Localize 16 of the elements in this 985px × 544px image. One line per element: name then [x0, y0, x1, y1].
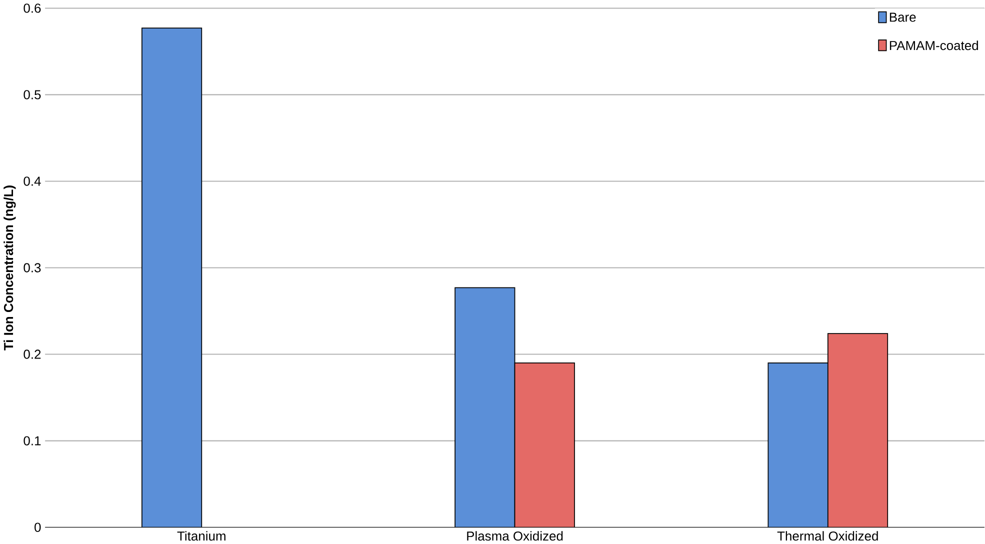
y-tick-label: 0.1 [24, 436, 41, 446]
bar [141, 28, 202, 528]
legend-label: Bare [890, 12, 916, 22]
bar [514, 362, 575, 528]
y-tick-label: 0.4 [24, 176, 41, 186]
legend-label: PAMAM-coated [890, 40, 978, 50]
y-tick-label: 0.3 [24, 263, 41, 272]
x-tick-label: Plasma Oxidized [467, 531, 563, 541]
y-tick-label: 0.6 [24, 3, 41, 13]
y-axis-title: Ti Ion Concentration (ng/L) [4, 185, 16, 350]
x-tick-label: Titanium [177, 531, 226, 541]
bar [827, 332, 888, 528]
x-tick-label: Thermal Oxidized [777, 531, 878, 541]
y-tick-label: 0 [34, 522, 41, 532]
y-tick-label: 0.5 [24, 90, 41, 100]
y-tick-label: 0.2 [24, 350, 41, 359]
